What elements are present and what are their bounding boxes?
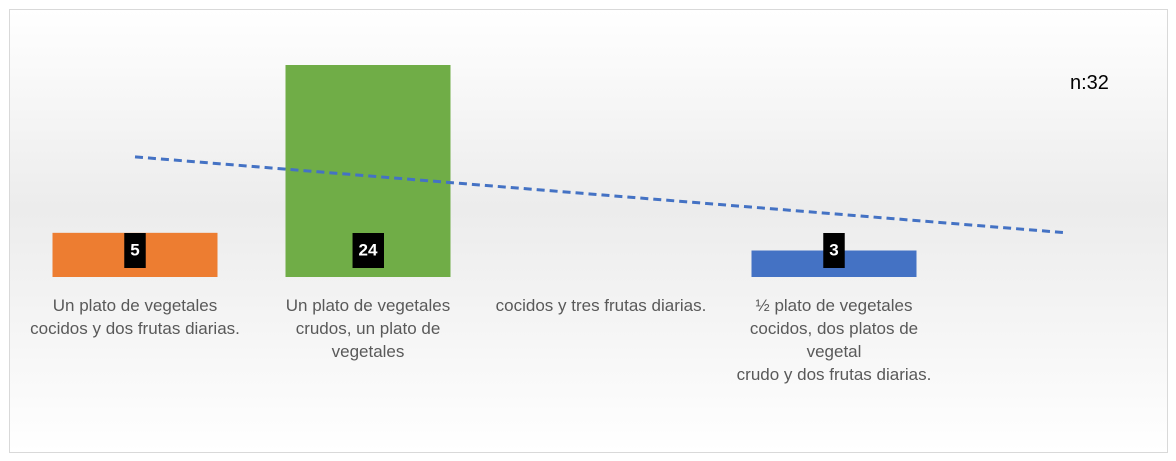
data-label: 24 <box>359 240 378 259</box>
plot-area <box>9 9 1168 453</box>
data-label: 3 <box>829 240 838 259</box>
category-label: Un plato de vegetales crudos, un plato d… <box>285 296 451 361</box>
data-label-box <box>352 233 384 268</box>
category-label: ½ plato de vegetales cocidos, dos platos… <box>736 296 932 384</box>
trendline <box>134 155 1068 235</box>
data-label-box <box>124 233 146 268</box>
data-label-box <box>823 233 845 268</box>
data-label: 5 <box>130 240 139 259</box>
category-label: Un plato de vegetales cocidos y dos frut… <box>30 296 240 338</box>
category-label: cocidos y tres frutas diarias. <box>495 296 707 315</box>
annotation: n:32 <box>1070 72 1109 94</box>
